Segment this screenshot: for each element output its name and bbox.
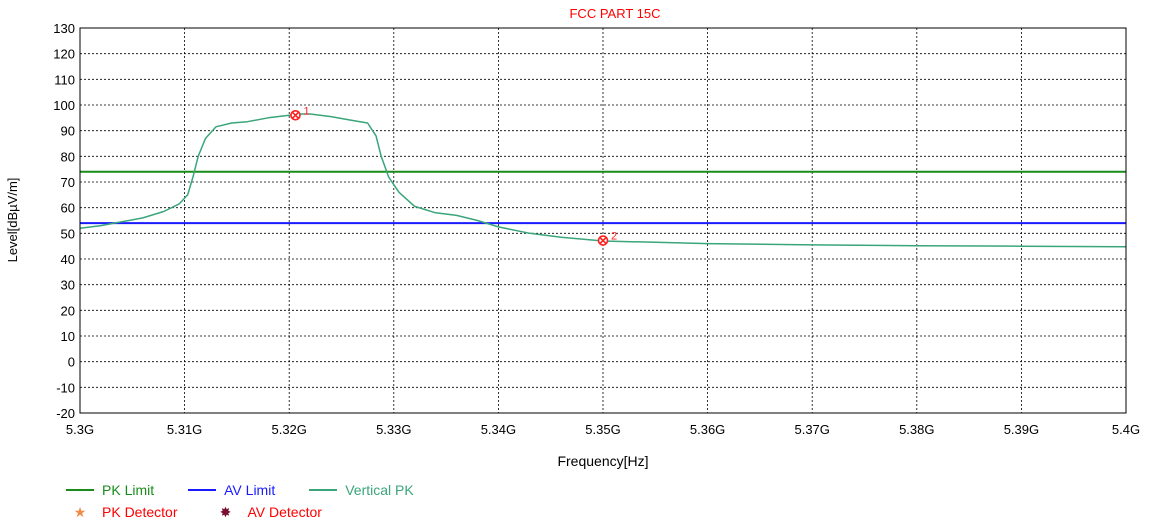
legend-item-pk-detector: ★ PK Detector (66, 504, 178, 520)
y-tick-label: -10 (56, 380, 75, 395)
marker-label: 2 (611, 231, 617, 243)
x-tick-label: 5.31G (167, 422, 202, 437)
marker-1: 1 (290, 105, 310, 121)
marker-cross (291, 111, 300, 120)
legend-label-av-limit: AV Limit (224, 482, 276, 498)
x-tick-label: 5.32G (271, 422, 306, 437)
x-tick-label: 5.4G (1112, 422, 1140, 437)
x-tick-label: 5.39G (1004, 422, 1039, 437)
x-axis-label: Frequency[Hz] (557, 453, 648, 469)
y-tick-label: -20 (56, 406, 75, 421)
x-tick-labels: 5.3G 5.31G 5.32G 5.33G 5.34G 5.35G 5.36G 5.37G 5… (66, 422, 1140, 437)
y-tick-label: 80 (61, 149, 75, 164)
y-tick-label: 120 (53, 47, 75, 62)
legend-item-av-detector: ✸ AV Detector (211, 504, 322, 520)
y-tick-label: 0 (68, 355, 75, 370)
legend-label-vertical-pk: Vertical PK (345, 482, 414, 498)
x-tick-label: 5.38G (899, 422, 934, 437)
y-tick-label: 30 (61, 278, 75, 293)
legend-label-pk-detector: PK Detector (102, 504, 178, 520)
x-tick-label: 5.35G (585, 422, 620, 437)
chart-title: FCC PART 15C (569, 6, 660, 21)
marker-2: 2 (597, 231, 617, 246)
grid-layer (79, 27, 1127, 414)
y-tick-label: 10 (61, 329, 75, 344)
chart-svg: FCC PART 15C 130120110100908070605040302… (5, 6, 1140, 469)
legend-item-pk-limit: PK Limit (66, 482, 154, 498)
x-tick-label: 5.37G (794, 422, 829, 437)
asterisk-icon: ✸ (219, 504, 232, 520)
y-tick-label: 20 (61, 303, 75, 318)
plot-frame (79, 27, 1127, 414)
legend: PK Limit AV Limit Vertical PK ★ PK Detec… (66, 480, 666, 526)
x-tick-label: 5.34G (481, 422, 516, 437)
y-tick-label: 50 (61, 226, 75, 241)
y-tick-label: 110 (54, 72, 75, 87)
legend-row-detectors: ★ PK Detector ✸ AV Detector (66, 502, 356, 522)
legend-label-av-detector: AV Detector (247, 504, 322, 520)
legend-swatch-vertical-pk (309, 489, 338, 491)
legend-item-vertical-pk: Vertical PK (309, 482, 414, 498)
legend-label-pk-limit: PK Limit (102, 482, 155, 498)
y-axis-label: Level[dBµV/m] (5, 178, 20, 263)
x-tick-label: 5.33G (376, 422, 411, 437)
series-vertical-pk (79, 113, 1127, 248)
y-tick-label: 70 (61, 175, 75, 190)
legend-swatch-pk-limit (66, 489, 94, 491)
star-icon: ★ (73, 504, 87, 520)
x-tick-label: 5.36G (690, 422, 725, 437)
y-tick-label: 90 (61, 124, 75, 139)
x-tick-label: 5.3G (66, 422, 94, 437)
y-tick-label: 60 (61, 201, 75, 216)
marker-layer: 12 (290, 105, 617, 246)
y-tick-label: 40 (61, 252, 75, 267)
y-tick-label: 130 (53, 21, 75, 36)
marker-cross (598, 236, 608, 245)
y-tick-label: 100 (53, 98, 75, 113)
marker-label: 1 (303, 105, 309, 117)
legend-swatch-av-limit (188, 489, 217, 491)
legend-item-av-limit: AV Limit (188, 482, 275, 498)
legend-row-lines: PK Limit AV Limit Vertical PK (66, 480, 448, 500)
series-layer (79, 113, 1127, 248)
